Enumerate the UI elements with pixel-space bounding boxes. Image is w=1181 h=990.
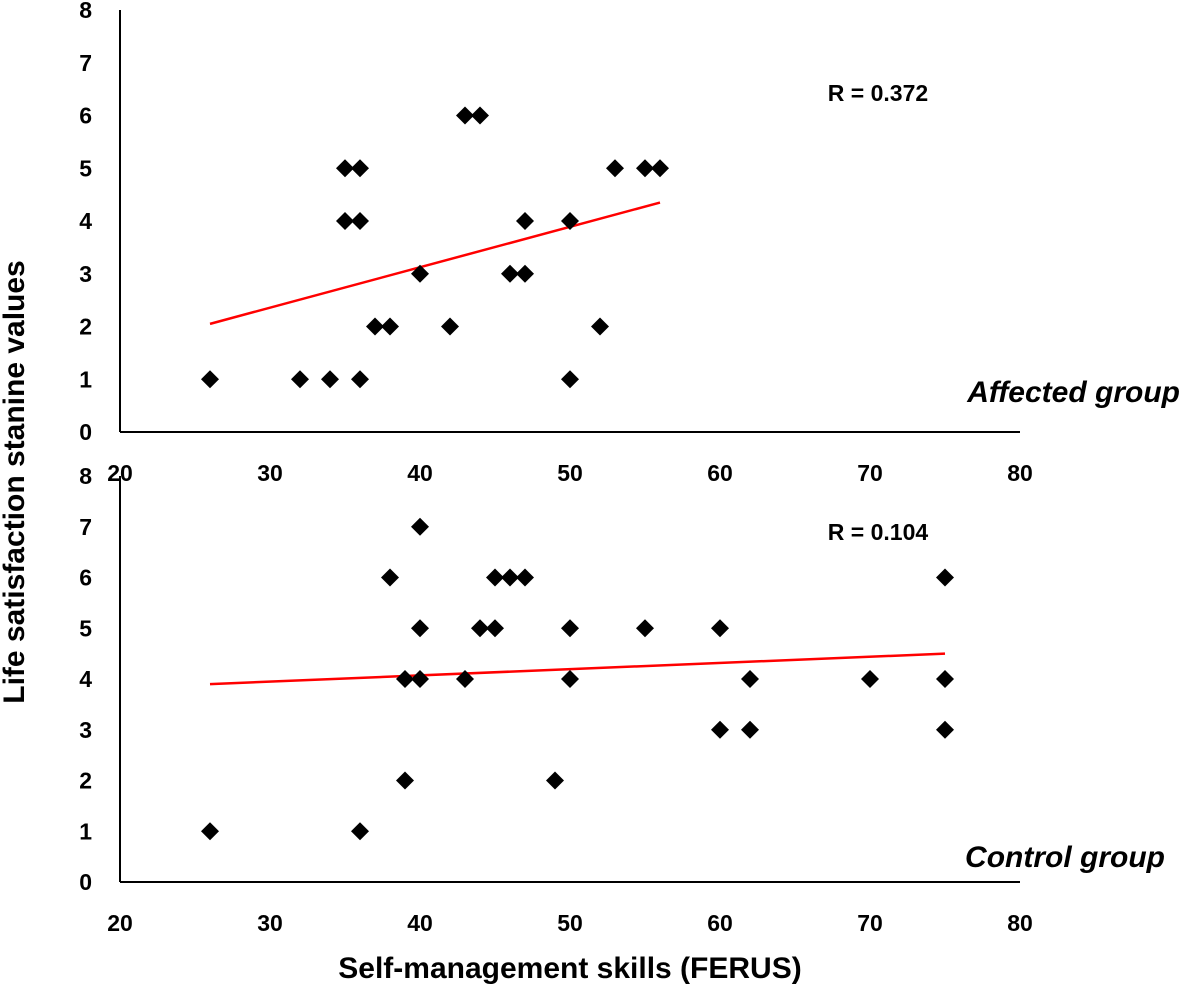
data-point: [741, 720, 759, 739]
correlation-label: R = 0.104: [828, 519, 929, 545]
data-point: [936, 670, 954, 688]
group-label: Affected group: [966, 376, 1180, 409]
y-tick-label: 5: [79, 615, 92, 641]
y-tick-label: 2: [79, 768, 92, 794]
data-point: [336, 159, 354, 178]
data-point: [516, 212, 534, 230]
y-tick-label: 8: [79, 463, 92, 489]
data-point: [351, 370, 369, 389]
data-point: [501, 264, 519, 283]
y-tick-label: 0: [79, 869, 92, 895]
x-tick-label: 20: [107, 910, 133, 936]
data-point: [411, 517, 429, 536]
data-point: [561, 619, 579, 638]
x-tick-label: 30: [257, 910, 283, 936]
data-point: [351, 822, 369, 841]
x-tick-label: 60: [707, 910, 733, 936]
data-point: [366, 317, 384, 336]
data-point: [561, 670, 579, 688]
data-point: [471, 106, 489, 125]
data-point: [201, 370, 219, 389]
data-point: [591, 317, 609, 336]
data-point: [381, 317, 399, 336]
x-tick-label: 30: [257, 460, 283, 486]
data-point: [321, 370, 339, 389]
data-point: [711, 619, 729, 638]
y-tick-label: 0: [79, 419, 92, 445]
x-tick-label: 50: [557, 910, 583, 936]
y-tick-label: 7: [79, 514, 92, 540]
y-tick-label: 5: [79, 155, 92, 181]
y-tick-label: 1: [79, 818, 92, 844]
data-point: [936, 720, 954, 739]
data-point: [636, 159, 654, 178]
data-point: [486, 568, 504, 587]
data-point: [291, 370, 309, 389]
data-point: [561, 370, 579, 389]
x-tick-label: 40: [407, 460, 433, 486]
data-point: [381, 568, 399, 587]
data-point: [561, 212, 579, 230]
data-point: [516, 264, 534, 283]
data-point: [411, 670, 429, 688]
correlation-label: R = 0.372: [828, 80, 928, 106]
y-tick-label: 8: [79, 0, 92, 23]
data-point: [471, 619, 489, 638]
y-tick-label: 6: [79, 565, 92, 591]
control-group-panel: 0 1 2 3 4 5 6 7 8 20 30 40 50 60 70 80 R = 0.104 Control …: [79, 463, 1165, 936]
data-point: [456, 106, 474, 125]
y-axis-title: Life satisfaction stanine values: [0, 260, 31, 703]
data-point: [351, 159, 369, 178]
data-point: [501, 568, 519, 587]
data-point: [396, 771, 414, 790]
y-tick-label: 4: [79, 666, 92, 692]
trendline: [209, 201, 661, 326]
x-tick-label: 70: [857, 910, 883, 936]
data-point: [396, 670, 414, 688]
data-point: [411, 619, 429, 638]
data-point: [441, 317, 459, 336]
data-point: [636, 619, 654, 638]
data-point: [606, 159, 624, 178]
data-point: [936, 568, 954, 587]
trendline: [209, 652, 946, 686]
group-label: Control group: [965, 841, 1165, 874]
data-point: [336, 212, 354, 230]
data-point: [711, 720, 729, 739]
y-tick-label: 6: [79, 103, 92, 129]
x-axis-title: Self-management skills (FERUS): [338, 952, 801, 985]
x-tick-label: 70: [857, 460, 883, 486]
data-point: [201, 822, 219, 841]
y-tick-label: 3: [79, 717, 92, 743]
y-tick-label: 1: [79, 366, 92, 392]
data-point: [486, 619, 504, 638]
data-point: [741, 670, 759, 688]
x-tick-label: 40: [407, 910, 433, 936]
x-tick-label: 60: [707, 460, 733, 486]
data-point: [516, 568, 534, 587]
data-point: [651, 159, 669, 178]
y-tick-label: 2: [79, 314, 92, 340]
data-point: [861, 670, 879, 688]
x-tick-label: 80: [1007, 460, 1033, 486]
y-tick-label: 3: [79, 261, 92, 287]
x-tick-label: 50: [557, 460, 583, 486]
data-point: [411, 264, 429, 283]
data-point: [546, 771, 564, 790]
x-tick-label: 80: [1007, 910, 1033, 936]
y-tick-label: 4: [79, 208, 92, 234]
data-point: [351, 212, 369, 230]
data-point: [456, 670, 474, 688]
y-tick-label: 7: [79, 50, 92, 76]
